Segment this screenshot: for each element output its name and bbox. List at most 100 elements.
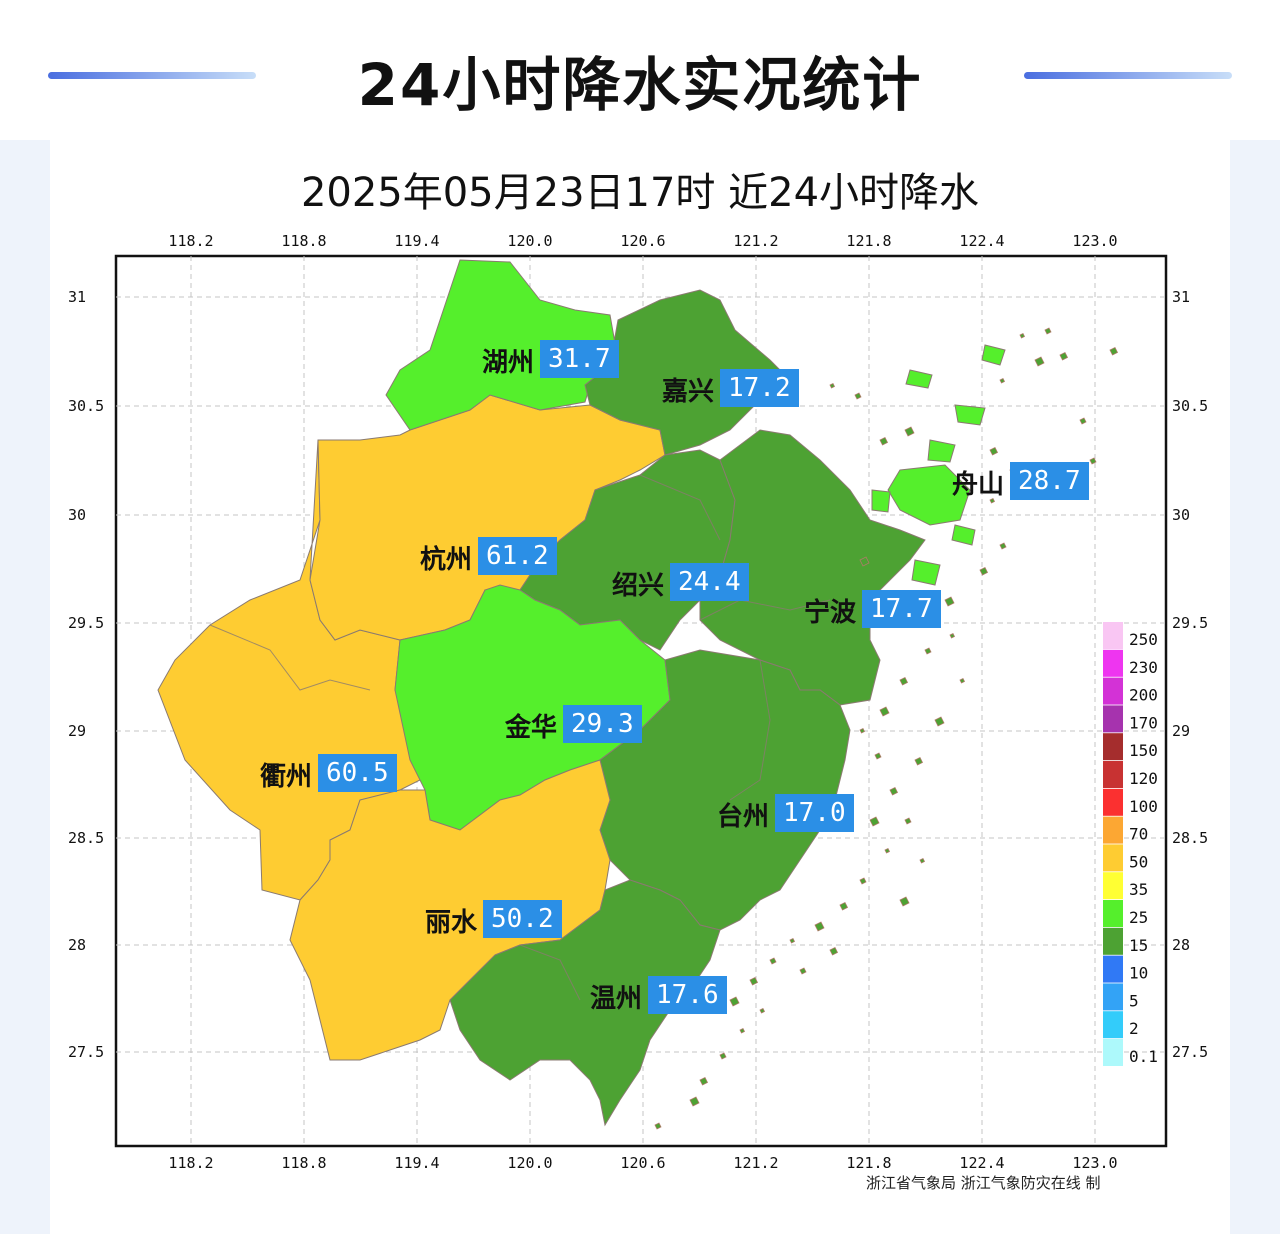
lon-tick-top: 118.8 [281,232,326,250]
rainfall-value-badge: 17.6 [648,976,727,1014]
city-name: 湖州 [481,348,534,378]
coastal-islets [654,327,1119,1130]
rainfall-value-badge: 50.2 [483,900,562,938]
lat-tick-left: 29 [68,722,86,740]
legend-swatch [1103,955,1123,983]
rainfall-value-badge: 61.2 [478,537,557,575]
rainfall-value-badge: 28.7 [1010,462,1089,500]
legend-label: 35 [1129,880,1148,899]
legend-label: 5 [1129,991,1139,1010]
legend-swatch [1103,761,1123,788]
lon-tick-bottom: 120.6 [620,1154,665,1172]
lon-tick-bottom: 121.8 [846,1154,891,1172]
region-wenzhou[interactable] [449,879,721,1127]
rainfall-value-badge: 31.7 [540,340,619,378]
decorative-line-left [48,72,256,79]
city-name: 绍兴 [611,571,664,601]
lat-tick-left: 31 [68,288,86,306]
city-name: 金华 [504,713,557,743]
lon-tick-bottom: 123.0 [1072,1154,1117,1172]
rainfall-value-badge: 24.4 [670,563,749,601]
region-jiaxing[interactable] [584,289,791,456]
legend-label: 170 [1129,713,1158,732]
legend-swatch [1103,733,1123,761]
city-name: 舟山 [951,470,1004,500]
legend-label: 150 [1129,741,1158,760]
rainfall-value-badge: 17.0 [775,794,854,832]
legend-label: 200 [1129,686,1158,705]
legend-label: 2 [1129,1019,1139,1038]
city-name: 台州 [716,802,769,832]
legend-label: 0.1 [1129,1047,1158,1066]
lon-tick-top: 122.4 [959,232,1004,250]
lat-tick-left: 28 [68,936,86,954]
map-credit: 浙江省气象局 浙江气象防灾在线 制 [866,1174,1101,1192]
lon-tick-top: 121.8 [846,232,891,250]
city-name: 宁波 [803,598,856,628]
rainfall-legend: 250 230 200 170 150 120 100 70 50 35 25 15 10 5 2 0.1 [1103,622,1158,1066]
legend-label: 15 [1129,936,1148,955]
lat-tick-right: 30.5 [1172,397,1208,415]
lon-tick-bottom: 121.2 [733,1154,778,1172]
region-ningbo[interactable] [699,429,926,706]
city-name: 温州 [589,984,642,1014]
legend-swatch [1103,1039,1123,1066]
city-name: 衢州 [259,762,312,792]
lat-tick-left: 30.5 [68,397,104,415]
legend-swatch [1103,844,1123,872]
rainfall-value-badge: 17.2 [720,369,799,407]
rainfall-value-badge: 17.7 [862,590,941,628]
lat-tick-right: 28.5 [1172,829,1208,847]
city-name: 嘉兴 [661,377,714,407]
lat-tick-right: 29 [1172,722,1190,740]
lat-tick-right: 30 [1172,506,1190,524]
city-name: 杭州 [419,545,472,575]
lat-tick-left: 30 [68,506,86,524]
district-boundaries [209,474,831,1001]
legend-swatch [1103,872,1123,900]
legend-swatch [1103,788,1123,816]
legend-swatch [1103,649,1123,677]
lat-tick-right: 29.5 [1172,614,1208,632]
region-lishui[interactable] [289,759,611,1061]
legend-swatch [1103,816,1123,844]
map-title: 2025年05月23日17时 近24小时降水 [300,170,980,216]
legend-swatch [1103,927,1123,955]
legend-swatch [1103,983,1123,1011]
lon-tick-top: 120.6 [620,232,665,250]
legend-label: 100 [1129,797,1158,816]
legend-swatch [1103,622,1123,649]
lat-tick-right: 27.5 [1172,1043,1208,1061]
lon-tick-top: 118.2 [168,232,213,250]
region-huzhou[interactable] [385,259,619,431]
region-zhoushan[interactable] [871,344,1006,586]
lat-tick-left: 28.5 [68,829,104,847]
axis-ticks: 118.2 118.2 118.8 118.8 119.4 119.4 120.0 120.0… [68,232,1208,1172]
rainfall-value-badge: 60.5 [318,754,397,792]
lon-tick-bottom: 122.4 [959,1154,1004,1172]
legend-label: 120 [1129,769,1158,788]
lon-tick-bottom: 118.8 [281,1154,326,1172]
legend-swatch [1103,677,1123,705]
rainfall-value-badge: 29.3 [563,705,642,743]
decorative-line-right [1024,72,1232,79]
lat-tick-left: 27.5 [68,1043,104,1061]
legend-label: 230 [1129,658,1158,677]
lon-tick-top: 120.0 [507,232,552,250]
lon-tick-top: 119.4 [394,232,439,250]
lon-tick-bottom: 120.0 [507,1154,552,1172]
lat-tick-right: 31 [1172,288,1190,306]
lon-tick-top: 121.2 [733,232,778,250]
lon-tick-top: 123.0 [1072,232,1117,250]
lon-tick-bottom: 118.2 [168,1154,213,1172]
legend-swatch [1103,900,1123,927]
lat-tick-left: 29.5 [68,614,104,632]
legend-swatch [1103,1011,1123,1039]
page-title: 24小时降水实况统计 [357,51,923,119]
legend-label: 50 [1129,852,1148,871]
city-name: 丽水 [424,908,477,938]
legend-label: 10 [1129,964,1148,983]
legend-swatch [1103,705,1123,733]
lon-tick-bottom: 119.4 [394,1154,439,1172]
